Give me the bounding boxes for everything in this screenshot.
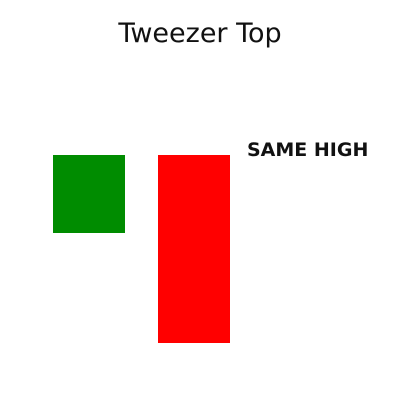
same-high-annotation: SAME HIGH bbox=[247, 139, 369, 161]
chart-title: Tweezer Top bbox=[118, 18, 282, 49]
bullish-candle-1 bbox=[53, 155, 125, 233]
bearish-candle-2 bbox=[158, 155, 230, 343]
